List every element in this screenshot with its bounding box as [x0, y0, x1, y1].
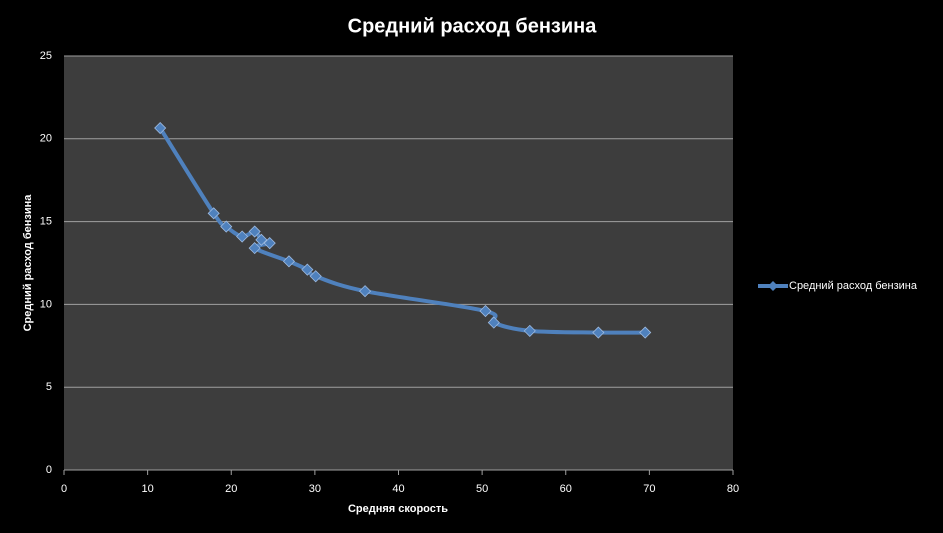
data-point [255, 233, 268, 246]
x-tick-label: 0 [61, 483, 67, 495]
data-point [282, 255, 296, 268]
x-tick-label: 20 [225, 483, 237, 495]
data-point [358, 285, 372, 298]
x-tick-label: 30 [309, 483, 321, 495]
y-tick-label: 20 [40, 133, 52, 145]
y-axis-label: Средний расход бензина [22, 194, 34, 332]
data-point [479, 304, 492, 318]
x-axis-label: Средняя скорость [348, 503, 448, 515]
data-point [523, 324, 536, 337]
legend-label: Средний расход бензина [789, 280, 918, 292]
x-tick-label: 80 [727, 483, 739, 495]
y-tick-label: 0 [46, 464, 52, 476]
plot-area [64, 56, 733, 470]
data-point [639, 326, 652, 339]
y-tick-label: 10 [40, 298, 52, 310]
data-point [263, 237, 276, 250]
y-tick-label: 25 [40, 50, 52, 62]
legend-marker [768, 281, 778, 291]
chart-title: Средний расход бензина [348, 15, 598, 37]
data-point [301, 263, 314, 276]
x-tick-label: 70 [643, 483, 655, 495]
data-point [592, 326, 605, 339]
x-tick-label: 10 [142, 483, 154, 495]
y-tick-label: 15 [40, 216, 52, 228]
data-point [248, 225, 261, 238]
data-point [248, 242, 261, 255]
data-point [309, 270, 322, 283]
x-tick-label: 50 [476, 483, 488, 495]
data-point [154, 121, 167, 135]
data-point [220, 220, 233, 233]
data-point [236, 230, 249, 243]
x-tick-label: 40 [392, 483, 404, 495]
y-tick-label: 5 [46, 381, 52, 393]
x-tick-label: 60 [560, 483, 572, 495]
data-point [207, 207, 220, 220]
data-point [487, 316, 500, 329]
